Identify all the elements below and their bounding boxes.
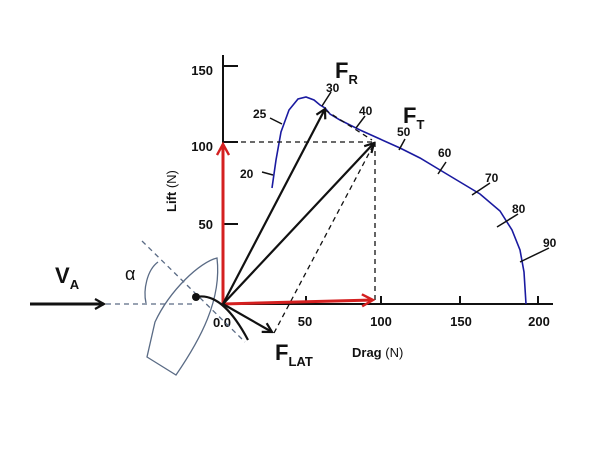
angle-label-60: 60 <box>438 146 452 160</box>
polar-curve <box>271 96 527 305</box>
boat-hull <box>146 257 219 376</box>
angle-label-70: 70 <box>485 171 499 185</box>
lateral-force-label: FLAT <box>275 340 313 369</box>
angle-label-90: 90 <box>543 236 557 250</box>
x-tick-label-200: 200 <box>528 314 550 329</box>
resultant-force-arrow <box>222 109 325 305</box>
total-force-arrow <box>222 143 374 305</box>
x-tick-label-150: 150 <box>450 314 472 329</box>
origin-label: 0.0 <box>213 315 231 330</box>
y-tick-label-100: 100 <box>191 139 213 154</box>
angle-label-50: 50 <box>397 125 411 139</box>
angle-of-attack-arc <box>144 261 159 304</box>
total-force-label: FT <box>403 103 424 132</box>
apparent-wind-label: VA <box>55 263 80 292</box>
lateral-force-arrow <box>222 303 272 332</box>
angle-label-40: 40 <box>359 104 373 118</box>
fr-ft-link-line <box>324 109 373 141</box>
y-axis-label: Lift (N) <box>164 170 179 212</box>
x-tick-label-50: 50 <box>298 314 312 329</box>
angle-label-20: 20 <box>240 167 254 181</box>
axes: 50 100 150 50 100 150 200 0.0 Drag (N) L… <box>164 55 553 360</box>
angle-label-80: 80 <box>512 202 526 216</box>
sail <box>195 295 249 341</box>
y-tick-label-150: 150 <box>191 63 213 78</box>
angle-label-30: 30 <box>326 81 340 95</box>
angle-label-25: 25 <box>253 107 267 121</box>
mast-dot <box>192 293 200 301</box>
boat-axis-line <box>141 240 246 343</box>
x-tick-label-100: 100 <box>370 314 392 329</box>
y-tick-label-50: 50 <box>199 217 213 232</box>
drag-component-arrow <box>222 300 373 304</box>
resultant-force-label: FR <box>335 58 358 87</box>
alpha-label: α <box>125 264 135 284</box>
boat <box>141 240 249 376</box>
x-axis-label: Drag (N) <box>352 345 403 360</box>
